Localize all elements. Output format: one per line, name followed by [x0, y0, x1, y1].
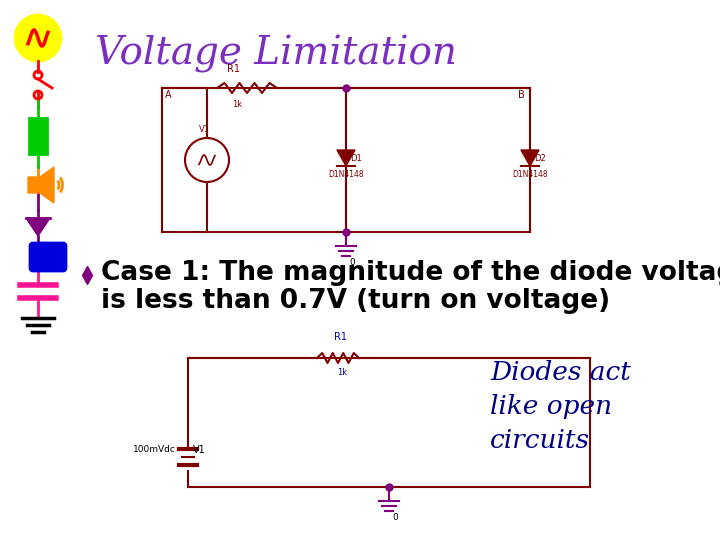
Text: B: B — [518, 90, 525, 100]
Text: D1N4148: D1N4148 — [512, 170, 548, 179]
Text: Diodes act: Diodes act — [490, 360, 631, 385]
Circle shape — [15, 15, 61, 61]
FancyBboxPatch shape — [29, 118, 47, 154]
Text: D2: D2 — [534, 154, 546, 163]
Text: 1k: 1k — [232, 100, 242, 109]
Text: circuits: circuits — [490, 428, 590, 453]
Text: D1N4148: D1N4148 — [328, 170, 364, 179]
Polygon shape — [26, 218, 50, 236]
Text: Voltage Limitation: Voltage Limitation — [95, 35, 457, 73]
Text: 0: 0 — [349, 258, 355, 267]
Text: Case 1: The magnitude of the diode voltage: Case 1: The magnitude of the diode volta… — [101, 260, 720, 286]
Text: V1: V1 — [199, 125, 210, 134]
Text: R1: R1 — [334, 332, 347, 342]
FancyBboxPatch shape — [30, 243, 66, 271]
Text: V1: V1 — [193, 445, 206, 455]
Polygon shape — [521, 150, 539, 166]
Text: 1k: 1k — [337, 368, 347, 377]
Text: is less than 0.7V (turn on voltage): is less than 0.7V (turn on voltage) — [101, 288, 610, 314]
Polygon shape — [337, 150, 355, 166]
Text: 0: 0 — [392, 513, 397, 522]
Text: 100mVdc: 100mVdc — [133, 445, 176, 454]
Text: A: A — [165, 90, 171, 100]
Text: R1: R1 — [227, 64, 240, 74]
Text: like open: like open — [490, 394, 612, 419]
Polygon shape — [28, 167, 54, 203]
Text: D1: D1 — [350, 154, 361, 163]
